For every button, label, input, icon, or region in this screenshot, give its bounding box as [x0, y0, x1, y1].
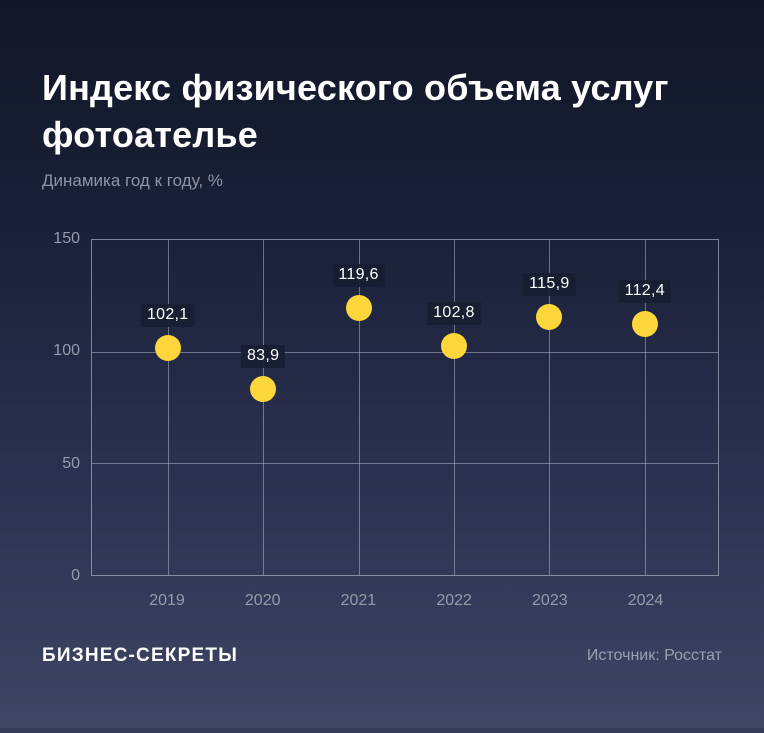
brand-logo: БИЗНЕС-СЕКРЕТЫ — [42, 645, 239, 666]
data-point-value-label: 102,8 — [427, 302, 481, 326]
chart-subtitle: Динамика год к году, % — [42, 171, 223, 190]
x-tick-label: 2019 — [149, 592, 185, 609]
data-point — [154, 334, 181, 361]
x-tick-label: 2022 — [436, 592, 472, 609]
data-point — [536, 303, 563, 330]
x-tick-label: 2020 — [244, 592, 281, 609]
y-tick-label: 0 — [71, 567, 80, 584]
data-point — [250, 375, 277, 402]
gridline-vertical — [358, 240, 360, 575]
x-tick-label: 2021 — [340, 592, 377, 609]
gridline-horizontal — [92, 351, 718, 353]
gridline-horizontal — [92, 463, 718, 465]
chart-title: Индекс физического объема услуг фотоател… — [42, 67, 669, 155]
gridline-vertical — [644, 240, 646, 575]
y-tick-label: 50 — [62, 454, 80, 472]
plot-area: 102,1 83,9 119,6 102,8 115,9 112,4 — [91, 239, 719, 576]
data-point-value-label: 112,4 — [618, 280, 671, 304]
gridline-vertical — [263, 240, 265, 575]
data-point-value-label: 115,9 — [523, 272, 576, 296]
bottom-accent-strip — [0, 728, 764, 733]
gridline-vertical — [549, 240, 551, 575]
y-tick-label: 150 — [53, 230, 80, 247]
gridline-vertical — [453, 240, 455, 575]
data-point — [440, 333, 467, 360]
data-point-value-label: 83,9 — [240, 344, 286, 368]
data-point-value-label: 102,1 — [140, 303, 195, 327]
gridline-vertical — [167, 240, 169, 575]
source-note: Источник: Росстат — [586, 647, 722, 664]
data-point — [631, 311, 658, 338]
x-tick-label: 2023 — [532, 592, 568, 609]
data-point-value-label: 119,6 — [332, 264, 385, 288]
x-tick-label: 2024 — [627, 592, 664, 609]
y-tick-label: 100 — [53, 342, 80, 360]
data-point — [345, 295, 372, 322]
